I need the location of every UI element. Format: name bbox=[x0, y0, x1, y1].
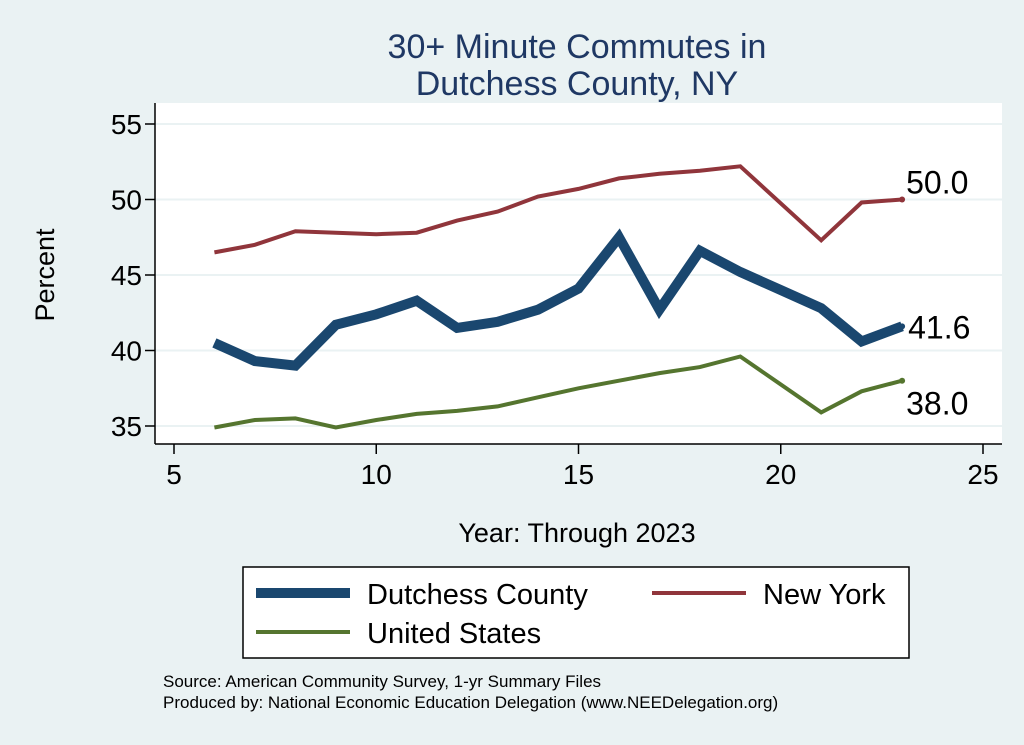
series-new-york-end-marker bbox=[899, 196, 906, 203]
legend-label-united-states: United States bbox=[367, 618, 541, 650]
y-tick-label: 55 bbox=[111, 109, 142, 140]
source-note: Source: American Community Survey, 1-yr … bbox=[163, 672, 601, 691]
legend-label-dutchess: Dutchess County bbox=[367, 579, 588, 611]
x-tick-label: 25 bbox=[967, 459, 998, 490]
x-tick-label: 10 bbox=[361, 459, 392, 490]
plot-area bbox=[155, 103, 1002, 444]
chart-title-line-2: Dutchess County, NY bbox=[416, 65, 739, 103]
produced-by-note: Produced by: National Economic Education… bbox=[163, 693, 778, 712]
x-tick-label: 5 bbox=[166, 459, 182, 490]
legend-label-new-york: New York bbox=[763, 579, 886, 611]
series-united-states-end-marker bbox=[899, 377, 906, 384]
x-tick-label: 15 bbox=[563, 459, 594, 490]
end-label-united-states: 38.0 bbox=[906, 386, 968, 422]
series-new-york bbox=[214, 164, 903, 255]
legend-box bbox=[242, 566, 910, 659]
chart-title-line-1: 30+ Minute Commutes in bbox=[388, 28, 767, 66]
series-dutchess-county bbox=[212, 228, 904, 371]
y-tick-label: 50 bbox=[111, 185, 142, 216]
x-axis-label: Year: Through 2023 bbox=[458, 518, 695, 548]
y-tick-label: 45 bbox=[111, 260, 142, 291]
end-label-dutchess-county: 41.6 bbox=[908, 309, 970, 345]
x-tick-label: 20 bbox=[765, 459, 796, 490]
series-dutchess-county-end-marker bbox=[899, 323, 906, 330]
y-tick-label: 40 bbox=[111, 336, 142, 367]
end-label-new-york: 50.0 bbox=[906, 165, 968, 201]
series-united-states bbox=[214, 354, 903, 430]
y-tick-label: 35 bbox=[111, 411, 142, 442]
y-axis-label: Percent bbox=[30, 228, 60, 322]
